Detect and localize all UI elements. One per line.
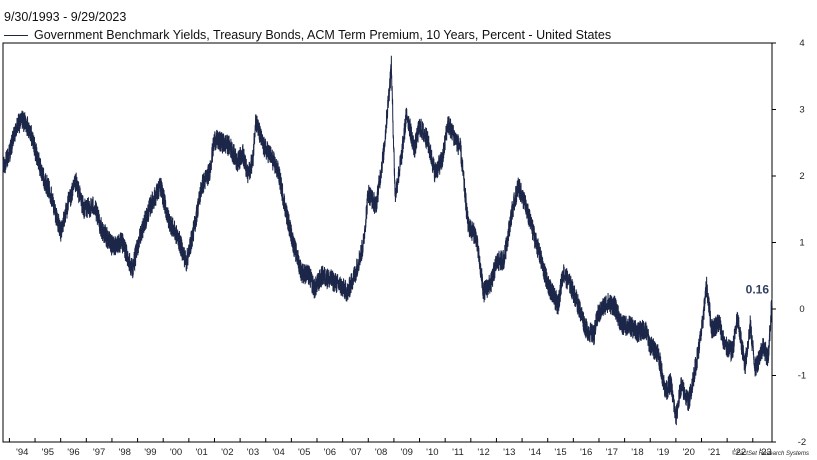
legend-line-swatch: [4, 34, 28, 36]
x-tick-label: '01: [195, 447, 207, 458]
x-tick-label: '16: [580, 447, 592, 458]
series-group: 0.16: [2, 55, 773, 426]
x-tick-label: '23: [759, 447, 771, 458]
x-tick-label: '19: [657, 447, 669, 458]
x-tick-label: '18: [631, 447, 643, 458]
y-tick-label: 3: [799, 105, 804, 116]
x-tick-label: '99: [144, 447, 156, 458]
x-tick-label: '98: [119, 447, 131, 458]
x-tick-label: '09: [401, 447, 413, 458]
x-tick-label: '08: [375, 447, 387, 458]
y-tick-label: -1: [798, 371, 806, 382]
x-tick-label: '94: [16, 447, 28, 458]
y-tick-label: 4: [799, 38, 804, 49]
x-tick-label: '04: [272, 447, 284, 458]
x-tick-label: '22: [734, 447, 746, 458]
x-tick-label: '10: [426, 447, 438, 458]
x-tick-label: '03: [247, 447, 259, 458]
y-axis: 4 3 2 1 0 -1 -2: [772, 38, 806, 448]
series-line: [2, 55, 773, 426]
x-axis: '94 '95 '96 '97 '98 '99 '00 '01 '02 '03 '04 '05 '06 '…: [8, 438, 772, 458]
x-tick-label: '06: [324, 447, 336, 458]
x-tick-label: '95: [42, 447, 54, 458]
last-value-label: 0.16: [746, 282, 770, 296]
y-tick-label: 0: [799, 304, 804, 315]
x-tick-label: '11: [452, 447, 464, 458]
x-tick-label: '96: [67, 447, 79, 458]
x-tick-label: '21: [708, 447, 720, 458]
x-tick-label: '05: [298, 447, 310, 458]
source-credit: ©FactSet Research Systems: [731, 451, 809, 457]
x-tick-label: '00: [170, 447, 182, 458]
x-tick-label: '20: [682, 447, 694, 458]
chart-date-range: 9/30/1993 - 9/29/2023: [4, 10, 127, 24]
chart-legend: Government Benchmark Yields, Treasury Bo…: [4, 28, 611, 42]
x-tick-label: '02: [221, 447, 233, 458]
x-tick-label: '13: [503, 447, 515, 458]
x-tick-label: '07: [349, 447, 361, 458]
y-tick-label: -2: [798, 437, 806, 448]
y-tick-label: 2: [799, 171, 804, 182]
x-tick-label: '15: [554, 447, 566, 458]
x-tick-label: '17: [606, 447, 618, 458]
legend-series-label: Government Benchmark Yields, Treasury Bo…: [34, 28, 612, 42]
y-tick-label: 1: [799, 238, 804, 249]
x-tick-label: '97: [93, 447, 105, 458]
x-tick-label: '12: [477, 447, 489, 458]
x-tick-label: '14: [529, 447, 541, 458]
